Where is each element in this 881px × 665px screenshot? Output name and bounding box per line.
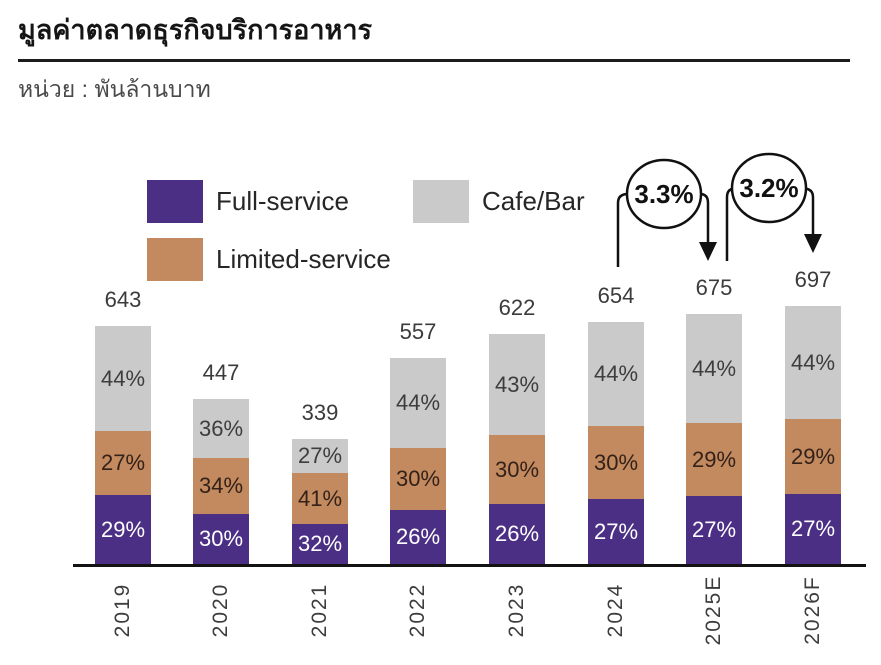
- bar-segment-full-service-2020: 30%: [193, 514, 249, 564]
- legend-item-limited-service: Limited-service: [147, 238, 391, 281]
- legend-label-full-service: Full-service: [216, 186, 349, 216]
- bar-segment-cafe-bar-2025E: 44%: [686, 314, 742, 423]
- bar-total-label-2023: 622: [498, 295, 536, 320]
- x-axis-label-2023: 2023: [505, 582, 528, 638]
- growth-annotation-2025: 3.3%: [616, 158, 717, 267]
- bar-total-label-2019: 643: [104, 287, 142, 312]
- growth-circle-2026: [730, 152, 808, 224]
- bar-total-label-2022: 557: [399, 319, 437, 344]
- page-title: มูลค่าตลาดธุรกิจบริการอาหาร: [18, 15, 372, 45]
- bar-total-label-2025E: 675: [695, 275, 733, 300]
- bar-segment-cafe-bar-2020: 36%: [193, 399, 249, 458]
- bar-segment-full-service-2026F: 27%: [785, 494, 841, 564]
- bar-total-label-2021: 339: [301, 400, 339, 425]
- bar-segment-full-service-2022: 26%: [390, 510, 446, 564]
- x-axis-label-2021: 2021: [308, 582, 331, 638]
- bar-segment-limited-service-2025E: 29%: [686, 423, 742, 496]
- growth-circle-2025: [625, 158, 703, 230]
- bar-segment-cafe-bar-2024: 44%: [588, 322, 644, 426]
- down-arrow-icon: [699, 242, 717, 261]
- title-divider: [18, 59, 850, 62]
- limited-service-swatch: [147, 238, 203, 281]
- growth-connector-left-2025: [616, 192, 629, 267]
- bar-segment-limited-service-2026F: 29%: [785, 419, 841, 494]
- bar-segment-cafe-bar-2026F: 44%: [785, 306, 841, 419]
- growth-annotation-2026: 3.2%: [725, 152, 822, 261]
- x-axis-label-2025E: 2025E: [702, 574, 725, 646]
- growth-connector-right-2025: [699, 192, 710, 242]
- growth-rate-label-2026: 3.2%: [739, 173, 798, 203]
- unit-label: หน่วย : พันล้านบาท: [18, 76, 211, 102]
- bar-segment-full-service-2021: 32%: [292, 524, 348, 564]
- bar-segment-full-service-2024: 27%: [588, 499, 644, 564]
- bar-segment-full-service-2023: 26%: [489, 504, 545, 564]
- bar-segment-limited-service-2022: 30%: [390, 448, 446, 510]
- bar-segment-limited-service-2019: 27%: [95, 431, 151, 495]
- legend-item-full-service: Full-service: [147, 180, 349, 223]
- bar-segment-cafe-bar-2021: 27%: [292, 439, 348, 473]
- x-axis-line: [73, 564, 866, 567]
- bar-segment-limited-service-2021: 41%: [292, 473, 348, 524]
- bar-segment-cafe-bar-2019: 44%: [95, 326, 151, 431]
- legend-item-cafe-bar: Cafe/Bar: [413, 180, 585, 223]
- bar-segment-limited-service-2024: 30%: [588, 426, 644, 499]
- x-axis-label-2022: 2022: [406, 582, 429, 638]
- down-arrow-icon: [804, 234, 822, 253]
- bar-segment-full-service-2019: 29%: [95, 495, 151, 564]
- legend-label-cafe-bar: Cafe/Bar: [482, 186, 585, 216]
- bar-segment-cafe-bar-2023: 43%: [489, 334, 545, 435]
- growth-connector-right-2026: [800, 186, 815, 234]
- bar-segment-limited-service-2020: 34%: [193, 458, 249, 514]
- bar-total-label-2024: 654: [597, 283, 635, 308]
- bar-segment-cafe-bar-2022: 44%: [390, 358, 446, 448]
- legend-label-limited-service: Limited-service: [216, 244, 391, 274]
- x-axis-label-2024: 2024: [604, 582, 627, 638]
- bar-total-label-2020: 447: [202, 360, 240, 385]
- bar-segment-full-service-2025E: 27%: [686, 496, 742, 564]
- growth-connector-left-2026: [725, 186, 738, 261]
- x-axis-label-2019: 2019: [111, 582, 134, 638]
- x-axis-label-2026F: 2026F: [801, 575, 824, 645]
- full-service-swatch: [147, 180, 203, 223]
- cafe-bar-swatch: [413, 180, 469, 223]
- x-axis-label-2020: 2020: [209, 582, 232, 638]
- bar-segment-limited-service-2023: 30%: [489, 435, 545, 504]
- growth-rate-label-2025: 3.3%: [634, 179, 693, 209]
- bar-total-label-2026F: 697: [794, 267, 832, 292]
